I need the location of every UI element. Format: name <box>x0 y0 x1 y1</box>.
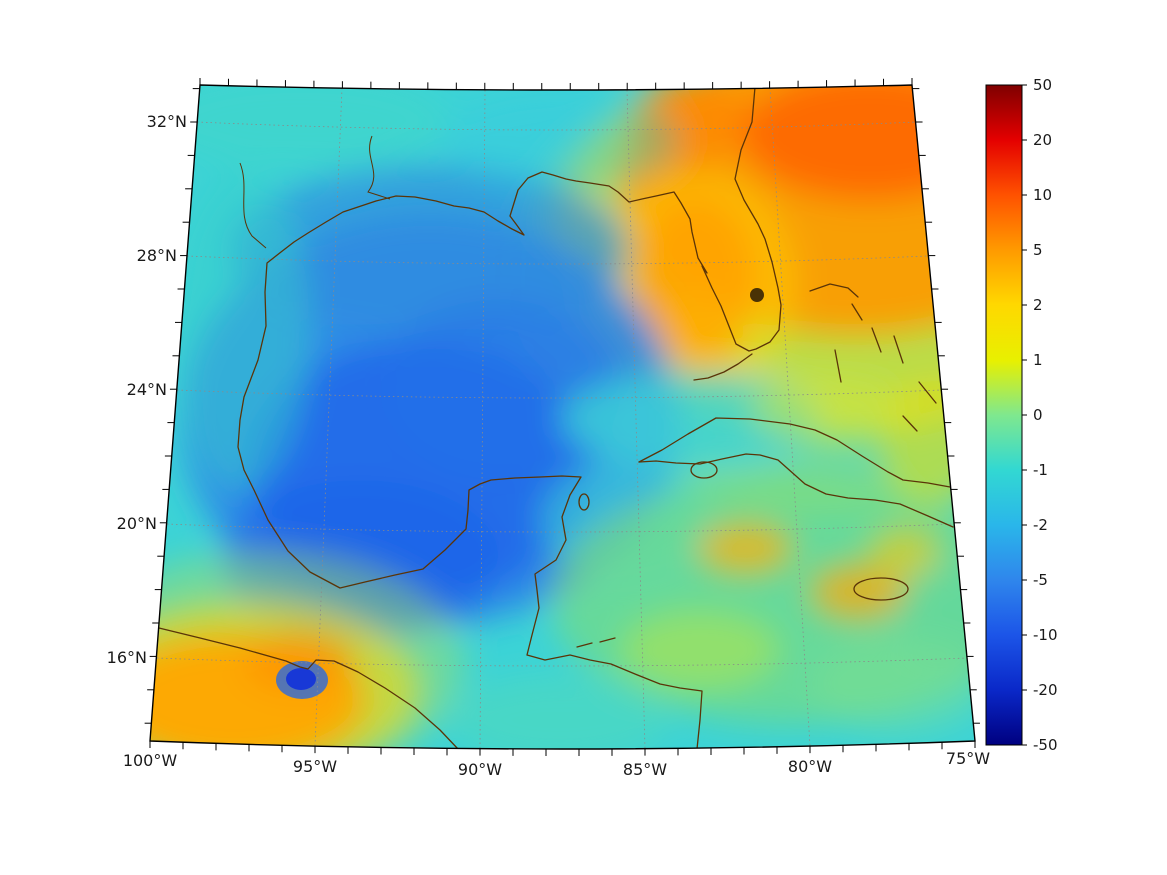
lon-label-75w: 75°W <box>946 749 990 768</box>
colorbar-tick-label: -50 <box>1033 736 1058 754</box>
tehuantepec-navy-spot <box>286 668 316 690</box>
lat-label-16n: 16°N <box>107 648 147 667</box>
colorbar-tick-label: -5 <box>1033 571 1048 589</box>
colorbar-tick-label: -10 <box>1033 626 1058 644</box>
lon-label-95w: 95°W <box>293 757 337 776</box>
map-border <box>149 84 976 750</box>
lat-label-28n: 28°N <box>137 246 177 265</box>
bahamas <box>809 283 937 432</box>
colorbar-tick-label: 5 <box>1033 241 1043 259</box>
colorbar-tick-label: -2 <box>1033 516 1048 534</box>
lon-label-85w: 85°W <box>623 760 667 779</box>
coast-cuba-south <box>638 453 954 528</box>
colorbar-tick-label: 0 <box>1033 406 1043 424</box>
jamaica <box>853 577 909 601</box>
lon-label-100w: 100°W <box>123 751 178 770</box>
colorbar-tick-label: 20 <box>1033 131 1052 149</box>
cozumel <box>578 493 590 511</box>
graticule <box>156 87 968 749</box>
colorbar-ticks <box>1022 84 1027 746</box>
coast-pacific <box>158 627 459 749</box>
isle-of-youth <box>690 461 718 479</box>
lat-label-32n: 32°N <box>147 112 187 131</box>
coast-gulf-mainland <box>237 86 782 749</box>
lat-label-20n: 20°N <box>117 514 157 533</box>
colorbar-tick-label: 2 <box>1033 296 1043 314</box>
coastlines <box>158 86 954 749</box>
colorbar-tick-label: 50 <box>1033 76 1052 94</box>
axis-ticks <box>144 78 980 756</box>
colorbar-tick-label: -20 <box>1033 681 1058 699</box>
lake-okeechobee <box>750 288 764 302</box>
bay-islands <box>576 637 616 648</box>
colorbar-tick-label: 10 <box>1033 186 1052 204</box>
colorbar-tick-label: 1 <box>1033 351 1043 369</box>
lon-label-90w: 90°W <box>458 760 502 779</box>
axis-labels: 32°N 28°N 24°N 20°N 16°N 100°W 95°W 90°W… <box>107 112 991 779</box>
lon-label-80w: 80°W <box>788 757 832 776</box>
rivers <box>239 135 391 249</box>
coast-cuba-north <box>638 417 951 488</box>
colorbar-tick-label: -1 <box>1033 461 1048 479</box>
lat-label-24n: 24°N <box>127 380 167 399</box>
florida-keys <box>693 353 753 381</box>
colorbar-bar <box>985 84 1023 746</box>
heatmap-field <box>150 85 975 749</box>
